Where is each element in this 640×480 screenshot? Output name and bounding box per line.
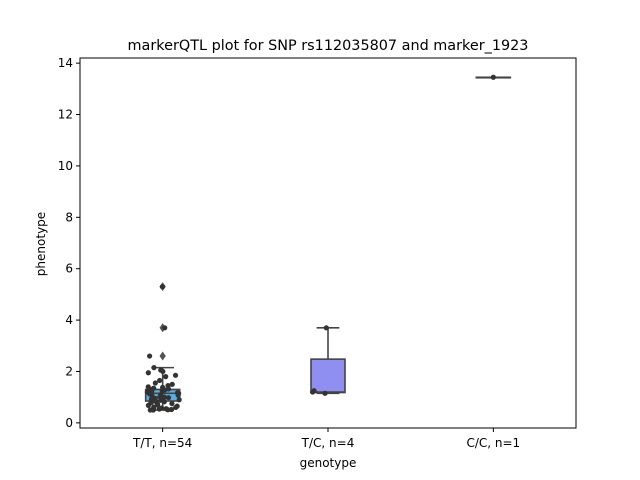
data-point: [150, 407, 156, 413]
x-tick-label: T/T, n=54: [132, 436, 192, 450]
data-point: [165, 395, 172, 401]
data-point: [162, 325, 168, 331]
y-axis-label: phenotype: [34, 212, 48, 276]
data-point: [322, 390, 328, 396]
chart-title: markerQTL plot for SNP rs112035807 and m…: [128, 38, 529, 54]
y-tick-label: 14: [58, 56, 73, 70]
data-point: [172, 372, 179, 378]
box-group: [310, 326, 346, 395]
data-point: [169, 381, 175, 387]
data-point: [145, 402, 151, 408]
axes: 0 2 4 6 8 10 12 14 T/T, n=54 T/C, n=4 C/C, n=1: [58, 56, 577, 450]
data-point: [173, 404, 179, 411]
data-point: [161, 399, 167, 405]
y-tick-label: 4: [65, 313, 73, 327]
data-point: [152, 380, 158, 386]
data-point: [169, 400, 175, 407]
data-point: [159, 284, 165, 290]
data-point: [160, 368, 166, 375]
data-point: [145, 370, 151, 376]
y-tick-label: 10: [58, 159, 73, 173]
data-point: [490, 74, 496, 80]
x-axis-label: genotype: [300, 456, 357, 470]
x-tick-label: C/C, n=1: [466, 436, 520, 450]
data-point: [151, 365, 157, 371]
data-point: [154, 402, 161, 408]
data-point: [157, 377, 163, 384]
x-tick-label: T/C, n=4: [301, 436, 355, 450]
y-tick-label: 0: [65, 416, 73, 430]
data-point: [163, 374, 169, 380]
box: [310, 358, 346, 394]
data-point: [156, 406, 162, 412]
data-point: [146, 353, 153, 359]
strip-points: [310, 325, 329, 396]
strip-points: [144, 284, 182, 413]
data-point: [161, 394, 167, 400]
outlier-marker: [159, 351, 166, 361]
y-tick-label: 12: [58, 108, 73, 122]
strip-points: [490, 74, 496, 80]
y-tick-label: 2: [65, 364, 73, 378]
data-point: [175, 392, 181, 398]
y-tick-label: 8: [65, 210, 73, 224]
data-point: [310, 389, 316, 395]
data-point: [176, 397, 182, 403]
plot-area: [144, 74, 512, 413]
y-tick-label: 6: [65, 262, 73, 276]
data-point: [165, 407, 171, 413]
data-point: [323, 325, 329, 331]
